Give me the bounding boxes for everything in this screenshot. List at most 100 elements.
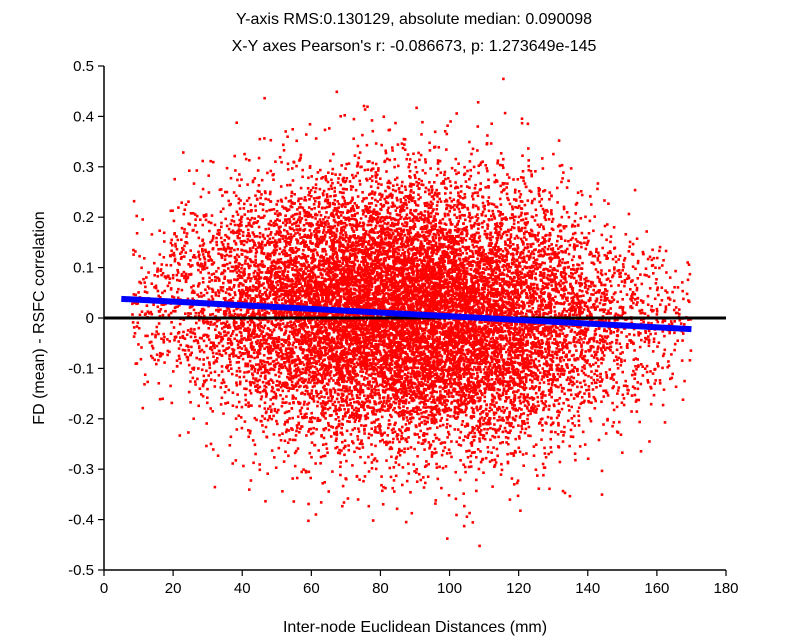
data-point bbox=[494, 271, 498, 275]
data-point bbox=[399, 198, 402, 201]
data-point bbox=[296, 426, 299, 430]
data-point bbox=[303, 300, 307, 304]
data-point bbox=[209, 159, 212, 163]
data-point bbox=[489, 328, 493, 331]
data-point bbox=[264, 425, 268, 429]
data-point bbox=[215, 308, 218, 312]
data-point bbox=[576, 306, 580, 309]
data-point bbox=[673, 342, 677, 346]
data-point bbox=[547, 253, 551, 256]
data-point bbox=[592, 339, 596, 343]
data-point bbox=[542, 355, 546, 358]
data-point bbox=[512, 243, 515, 246]
data-point bbox=[529, 169, 533, 173]
data-point bbox=[555, 368, 559, 372]
data-point bbox=[288, 363, 292, 367]
data-point bbox=[208, 276, 211, 280]
data-point bbox=[257, 156, 261, 160]
data-point bbox=[401, 386, 405, 389]
data-point bbox=[364, 320, 368, 324]
data-point bbox=[413, 225, 417, 228]
data-point bbox=[322, 363, 325, 366]
data-point bbox=[140, 346, 143, 349]
data-point bbox=[337, 365, 341, 368]
data-point bbox=[293, 311, 297, 314]
data-point bbox=[547, 382, 550, 386]
data-point bbox=[425, 226, 429, 229]
data-point bbox=[263, 347, 266, 350]
data-point bbox=[382, 348, 386, 352]
data-point bbox=[581, 329, 585, 332]
data-point bbox=[355, 361, 359, 364]
data-point bbox=[553, 256, 557, 259]
data-point bbox=[399, 242, 403, 245]
data-point bbox=[416, 387, 419, 391]
data-point bbox=[229, 254, 233, 258]
data-point bbox=[476, 353, 479, 356]
data-point bbox=[390, 196, 394, 199]
data-point bbox=[227, 281, 231, 284]
data-point bbox=[268, 416, 271, 420]
data-point bbox=[358, 343, 361, 346]
data-point bbox=[279, 354, 283, 358]
data-point bbox=[305, 412, 308, 416]
data-point bbox=[420, 368, 424, 371]
data-point bbox=[353, 154, 357, 157]
data-point bbox=[320, 286, 324, 289]
data-point bbox=[381, 380, 385, 384]
data-point bbox=[505, 186, 508, 189]
data-point bbox=[657, 293, 660, 297]
data-point bbox=[323, 377, 327, 380]
data-point bbox=[285, 339, 288, 342]
data-point bbox=[331, 293, 334, 297]
data-point bbox=[310, 256, 313, 260]
data-point bbox=[408, 158, 412, 161]
data-point bbox=[198, 244, 202, 248]
data-point bbox=[469, 217, 472, 220]
data-point bbox=[373, 362, 377, 365]
data-point bbox=[427, 413, 430, 417]
data-point bbox=[256, 339, 260, 342]
data-point bbox=[583, 337, 586, 340]
data-point bbox=[458, 272, 461, 275]
data-point bbox=[311, 385, 315, 389]
data-point bbox=[590, 314, 593, 318]
data-point bbox=[353, 212, 357, 216]
data-point bbox=[272, 311, 275, 314]
data-point bbox=[314, 199, 317, 203]
data-point bbox=[184, 280, 188, 284]
data-point bbox=[471, 195, 474, 198]
data-point bbox=[276, 213, 280, 216]
data-point bbox=[234, 459, 238, 462]
data-point bbox=[673, 331, 676, 335]
data-point bbox=[362, 349, 366, 353]
data-point bbox=[304, 235, 307, 238]
data-point bbox=[450, 322, 453, 325]
data-point bbox=[199, 218, 202, 221]
data-point bbox=[281, 311, 285, 315]
data-point bbox=[486, 377, 490, 380]
data-point bbox=[517, 389, 520, 392]
data-point bbox=[524, 217, 528, 220]
data-point bbox=[523, 203, 527, 207]
data-point bbox=[260, 362, 264, 366]
data-point bbox=[596, 259, 600, 262]
data-point bbox=[539, 349, 542, 353]
data-point bbox=[609, 307, 612, 310]
data-point bbox=[558, 332, 562, 336]
data-point bbox=[233, 319, 236, 323]
data-point bbox=[521, 343, 524, 347]
data-point bbox=[310, 275, 313, 278]
data-point bbox=[363, 256, 367, 259]
data-point bbox=[565, 310, 569, 313]
data-point bbox=[415, 276, 418, 280]
data-point bbox=[548, 191, 552, 194]
data-point bbox=[247, 429, 250, 432]
data-point bbox=[605, 329, 608, 333]
data-point bbox=[351, 198, 354, 201]
data-point bbox=[418, 246, 422, 250]
data-point bbox=[267, 348, 270, 351]
data-point bbox=[519, 276, 523, 279]
data-point bbox=[432, 224, 435, 227]
data-point bbox=[254, 335, 257, 339]
